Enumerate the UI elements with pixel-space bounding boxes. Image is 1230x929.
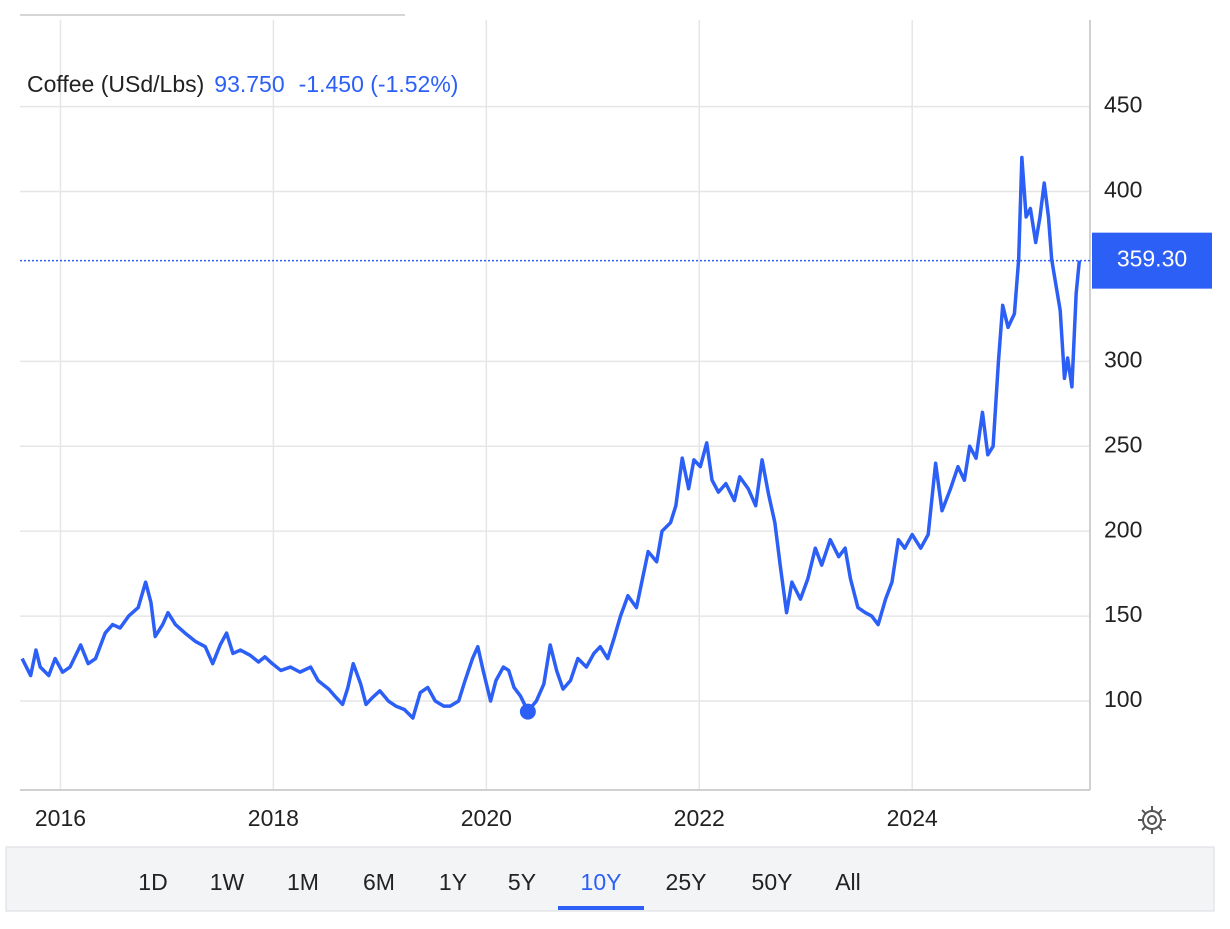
range-button[interactable]: 1D bbox=[138, 869, 167, 895]
active-range-underline bbox=[558, 906, 644, 910]
chart-title: Coffee (USd/Lbs) bbox=[27, 71, 204, 97]
y-tick-label: 100 bbox=[1104, 686, 1142, 712]
range-button[interactable]: 50Y bbox=[752, 869, 793, 895]
range-bar bbox=[5, 846, 1215, 912]
range-button[interactable]: 10Y bbox=[581, 869, 622, 895]
y-tick-label: 250 bbox=[1104, 431, 1142, 457]
last-price-box bbox=[1092, 232, 1212, 289]
range-button[interactable]: 1Y bbox=[439, 869, 467, 895]
x-tick-label: 2020 bbox=[461, 805, 512, 831]
hover-point bbox=[519, 703, 536, 720]
price-line bbox=[20, 155, 1082, 720]
plot-area: 100 150 200 250 300 400 450 2016 2018 2020 2022 202… bbox=[20, 20, 1212, 831]
y-tick-label: 300 bbox=[1104, 346, 1142, 372]
x-tick-label: 2022 bbox=[674, 805, 725, 831]
range-button[interactable]: All bbox=[835, 869, 861, 895]
range-button[interactable]: 1M bbox=[287, 869, 319, 895]
last-price-label: 359.30 bbox=[1117, 246, 1187, 272]
x-tick-label: 2018 bbox=[248, 805, 299, 831]
y-tick-label: 400 bbox=[1104, 177, 1142, 203]
x-tick-label: 2024 bbox=[887, 805, 938, 831]
y-tick-label: 150 bbox=[1104, 601, 1142, 627]
range-button[interactable]: 6M bbox=[363, 869, 395, 895]
range-button[interactable]: 5Y bbox=[508, 869, 536, 895]
hover-value: 93.750 bbox=[214, 71, 284, 97]
y-tick-label: 200 bbox=[1104, 516, 1142, 542]
range-button[interactable]: 25Y bbox=[666, 869, 707, 895]
header: Coffee (USd/Lbs) 93.750 -1.450 (-1.52%) bbox=[27, 71, 458, 97]
hover-change: -1.450 (-1.52%) bbox=[299, 71, 459, 97]
range-button[interactable]: 1W bbox=[210, 869, 245, 895]
settings-gear[interactable] bbox=[1138, 806, 1166, 834]
y-tick-label: 450 bbox=[1104, 92, 1142, 118]
x-tick-label: 2016 bbox=[35, 805, 86, 831]
